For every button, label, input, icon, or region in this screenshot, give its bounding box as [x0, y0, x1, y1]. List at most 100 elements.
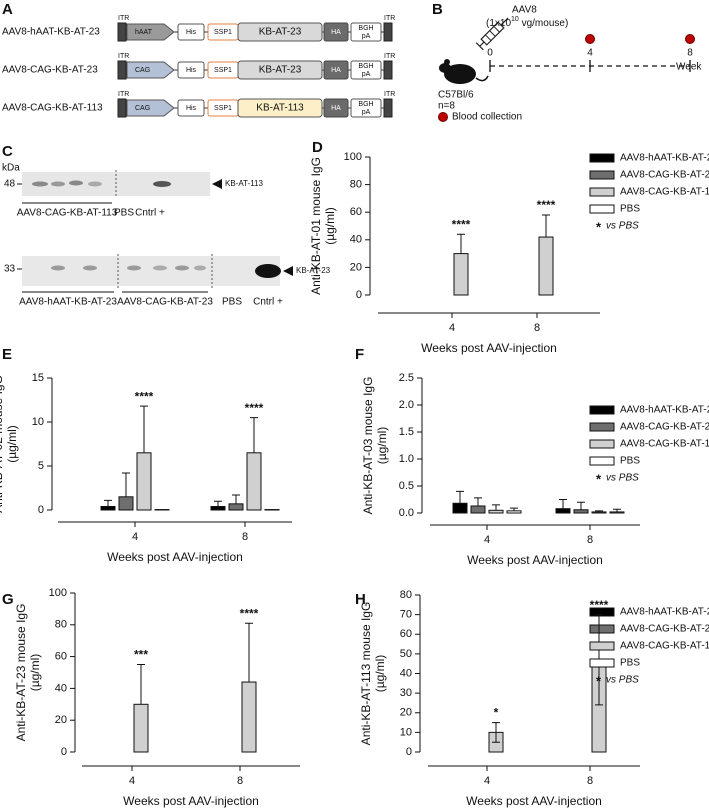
- bar: [609, 511, 625, 514]
- itr: [383, 98, 393, 118]
- y-axis-label: Anti-KB-AT-03 mouse IgG(µg/ml): [361, 377, 389, 515]
- promoter-label: CAG: [135, 105, 150, 112]
- y-tick-label: 60: [55, 651, 67, 663]
- y-axis-label-line: Anti-KB-AT-03 mouse IgG: [361, 377, 375, 515]
- pa-label: pA: [362, 33, 371, 40]
- y-tick-label: 30: [400, 687, 412, 699]
- note-star: *: [596, 219, 602, 234]
- bar: [133, 703, 149, 753]
- y-tick-label: 0.0: [399, 507, 414, 519]
- bar: [118, 496, 134, 511]
- bgh-label: BGH: [358, 101, 373, 108]
- band-label: KB-AT-113: [225, 179, 263, 188]
- y-tick-label: 20: [55, 714, 67, 726]
- his-label: His: [186, 67, 197, 74]
- y-tick-label: 1.5: [399, 426, 414, 438]
- timepoint-label: 4: [587, 48, 593, 59]
- y-axis-label-line: Anti-KB-AT-23 mouse IgG: [14, 604, 28, 742]
- significance-label: ****: [452, 217, 471, 231]
- error-bar: [474, 497, 482, 506]
- error-bar: [595, 510, 603, 512]
- marker-label: 48: [4, 179, 16, 190]
- itr-label: ITR: [118, 91, 129, 98]
- y-axis-label-line: Anti-KB-AT-113 mouse IgG: [359, 602, 373, 746]
- y-axis-label-line: Anti-KB-AT-01 mouse IgG: [309, 157, 323, 295]
- bgh-box: [350, 98, 382, 118]
- bar: [591, 511, 607, 514]
- his-label: His: [186, 105, 197, 112]
- significance-label: *: [494, 706, 499, 720]
- legend-swatch: [589, 456, 615, 466]
- itr: [117, 60, 127, 80]
- legend-swatch: [589, 422, 615, 432]
- legend-label: AAV8-CAG-KB-AT-23: [620, 422, 709, 433]
- error-bar: [542, 214, 550, 238]
- y-tick-label: 20: [350, 261, 362, 273]
- bar: [228, 503, 244, 511]
- bar: [100, 505, 116, 511]
- panel-letter: C: [2, 143, 13, 160]
- y-tick-label: 80: [55, 619, 67, 631]
- band-label: KB-AT-23: [296, 266, 331, 275]
- y-tick-label: 60: [350, 206, 362, 218]
- y-tick-label: 0: [406, 746, 412, 758]
- dose-part: (1x10: [486, 18, 511, 29]
- x-axis-label: Weeks post AAV-injection: [467, 553, 603, 567]
- y-tick-label: 100: [344, 151, 362, 163]
- y-axis-label-line: (µg/ml): [5, 425, 19, 463]
- y-tick-label: 50: [400, 648, 412, 660]
- panel-letter: F: [355, 346, 364, 363]
- ha-box: [323, 60, 349, 80]
- construct-name: AAV8-hAAT-KB-AT-23: [2, 27, 100, 38]
- dose-part: 10: [511, 16, 519, 23]
- error-bar: [140, 405, 148, 453]
- bgh-box: [350, 22, 382, 42]
- lane-group-label: AAV8-CAG-KB-AT-113: [17, 208, 118, 219]
- error-bar: [613, 508, 621, 512]
- legend-swatch: [589, 187, 615, 197]
- legend-swatch: [589, 405, 615, 415]
- panel-letter: D: [312, 139, 323, 156]
- legend-swatch: [589, 658, 615, 668]
- blot-top: [22, 170, 222, 204]
- ssp1-label: SSP1: [214, 105, 232, 112]
- legend-label: PBS: [620, 456, 640, 467]
- x-tick-label: 8: [237, 775, 243, 787]
- legend-swatch: [589, 439, 615, 449]
- timepoint-label: 0: [487, 48, 493, 59]
- ha-label: HA: [331, 105, 341, 112]
- lane-group-label: PBS: [114, 208, 134, 219]
- y-tick-label: 40: [55, 682, 67, 694]
- error-bar: [245, 622, 253, 683]
- legend-label: AAV8-CAG-KB-AT-113: [620, 187, 709, 198]
- legend-swatch: [589, 204, 615, 214]
- mouse-icon: [439, 59, 489, 84]
- legend-label: AAV8-CAG-KB-AT-113: [620, 439, 709, 450]
- bar: [246, 452, 262, 511]
- bar: [470, 505, 486, 514]
- x-tick-label: 4: [449, 322, 455, 334]
- y-tick-label: 0: [38, 504, 44, 516]
- dose-label: (1x1010 vg/mouse): [486, 16, 568, 29]
- legend-label: AAV8-CAG-KB-AT-23: [620, 170, 709, 181]
- legend-swatch: [589, 607, 615, 617]
- x-tick-label: 8: [587, 534, 593, 546]
- error-bar: [559, 499, 567, 509]
- bar: [453, 253, 469, 296]
- bgh-label: BGH: [358, 63, 373, 70]
- timepoint-label: 8: [687, 48, 693, 59]
- legend-label: AAV8-hAAT-KB-AT-23: [620, 153, 709, 164]
- significance-label: ****: [590, 598, 609, 612]
- bar: [452, 502, 468, 514]
- error-bar: [232, 494, 240, 504]
- transgene-label: KB-AT-23: [259, 65, 302, 76]
- error-bar: [456, 490, 464, 504]
- promoter-label: hAAT: [135, 29, 153, 36]
- legend-label: AAV8-CAG-KB-AT-23: [620, 624, 709, 635]
- lane-group-label: PBS: [222, 297, 242, 308]
- y-axis-label: Anti-KB-AT-01 mouse IgG(µg/ml): [309, 157, 337, 295]
- kda-label: kDa: [2, 163, 20, 174]
- transgene-box: [237, 60, 323, 80]
- error-bar: [250, 417, 258, 453]
